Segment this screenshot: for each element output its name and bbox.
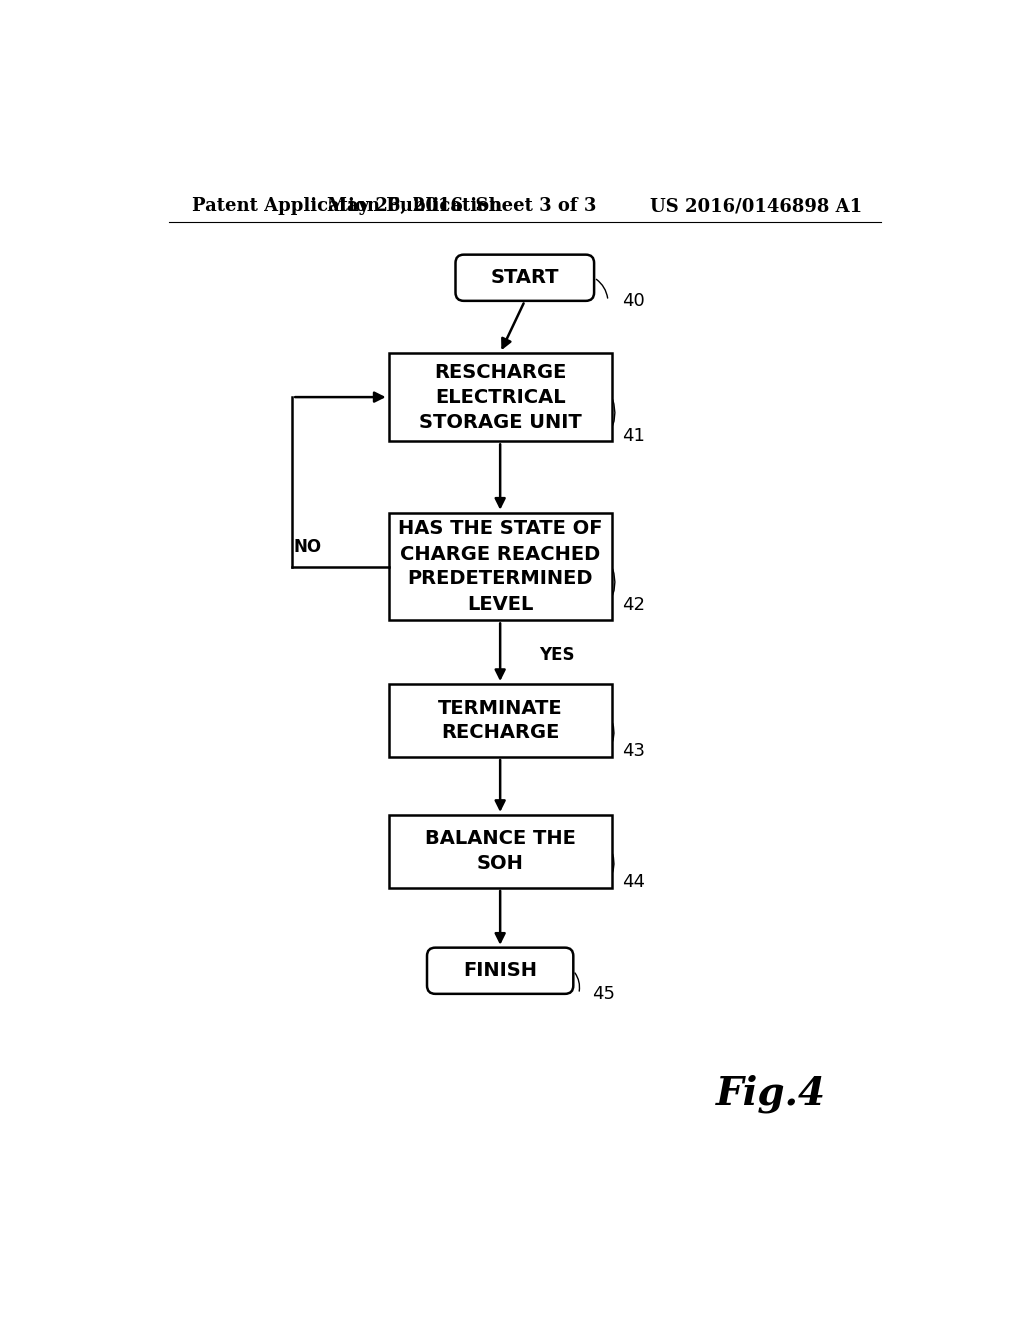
Text: TERMINATE
RECHARGE: TERMINATE RECHARGE [438,698,562,742]
Text: May 26, 2016  Sheet 3 of 3: May 26, 2016 Sheet 3 of 3 [327,197,596,215]
Text: 43: 43 [622,742,645,760]
Text: US 2016/0146898 A1: US 2016/0146898 A1 [650,197,862,215]
Text: 45: 45 [593,985,615,1003]
FancyBboxPatch shape [456,255,594,301]
Text: RESCHARGE
ELECTRICAL
STORAGE UNIT: RESCHARGE ELECTRICAL STORAGE UNIT [419,363,582,432]
Bar [388,352,611,441]
Text: 40: 40 [622,292,644,310]
Bar [388,814,611,888]
Text: 42: 42 [622,597,645,614]
Text: BALANCE THE
SOH: BALANCE THE SOH [425,829,575,874]
Text: 41: 41 [622,426,645,445]
Text: 44: 44 [622,874,645,891]
Text: START: START [490,268,559,288]
Text: Fig.4: Fig.4 [716,1074,825,1113]
FancyBboxPatch shape [427,948,573,994]
Bar [388,512,611,620]
Bar [388,684,611,758]
Text: NO: NO [294,539,322,556]
Text: FINISH: FINISH [463,961,538,981]
Text: Patent Application Publication: Patent Application Publication [193,197,503,215]
Text: HAS THE STATE OF
CHARGE REACHED
PREDETERMINED
LEVEL: HAS THE STATE OF CHARGE REACHED PREDETER… [398,520,602,614]
Text: YES: YES [539,645,574,664]
